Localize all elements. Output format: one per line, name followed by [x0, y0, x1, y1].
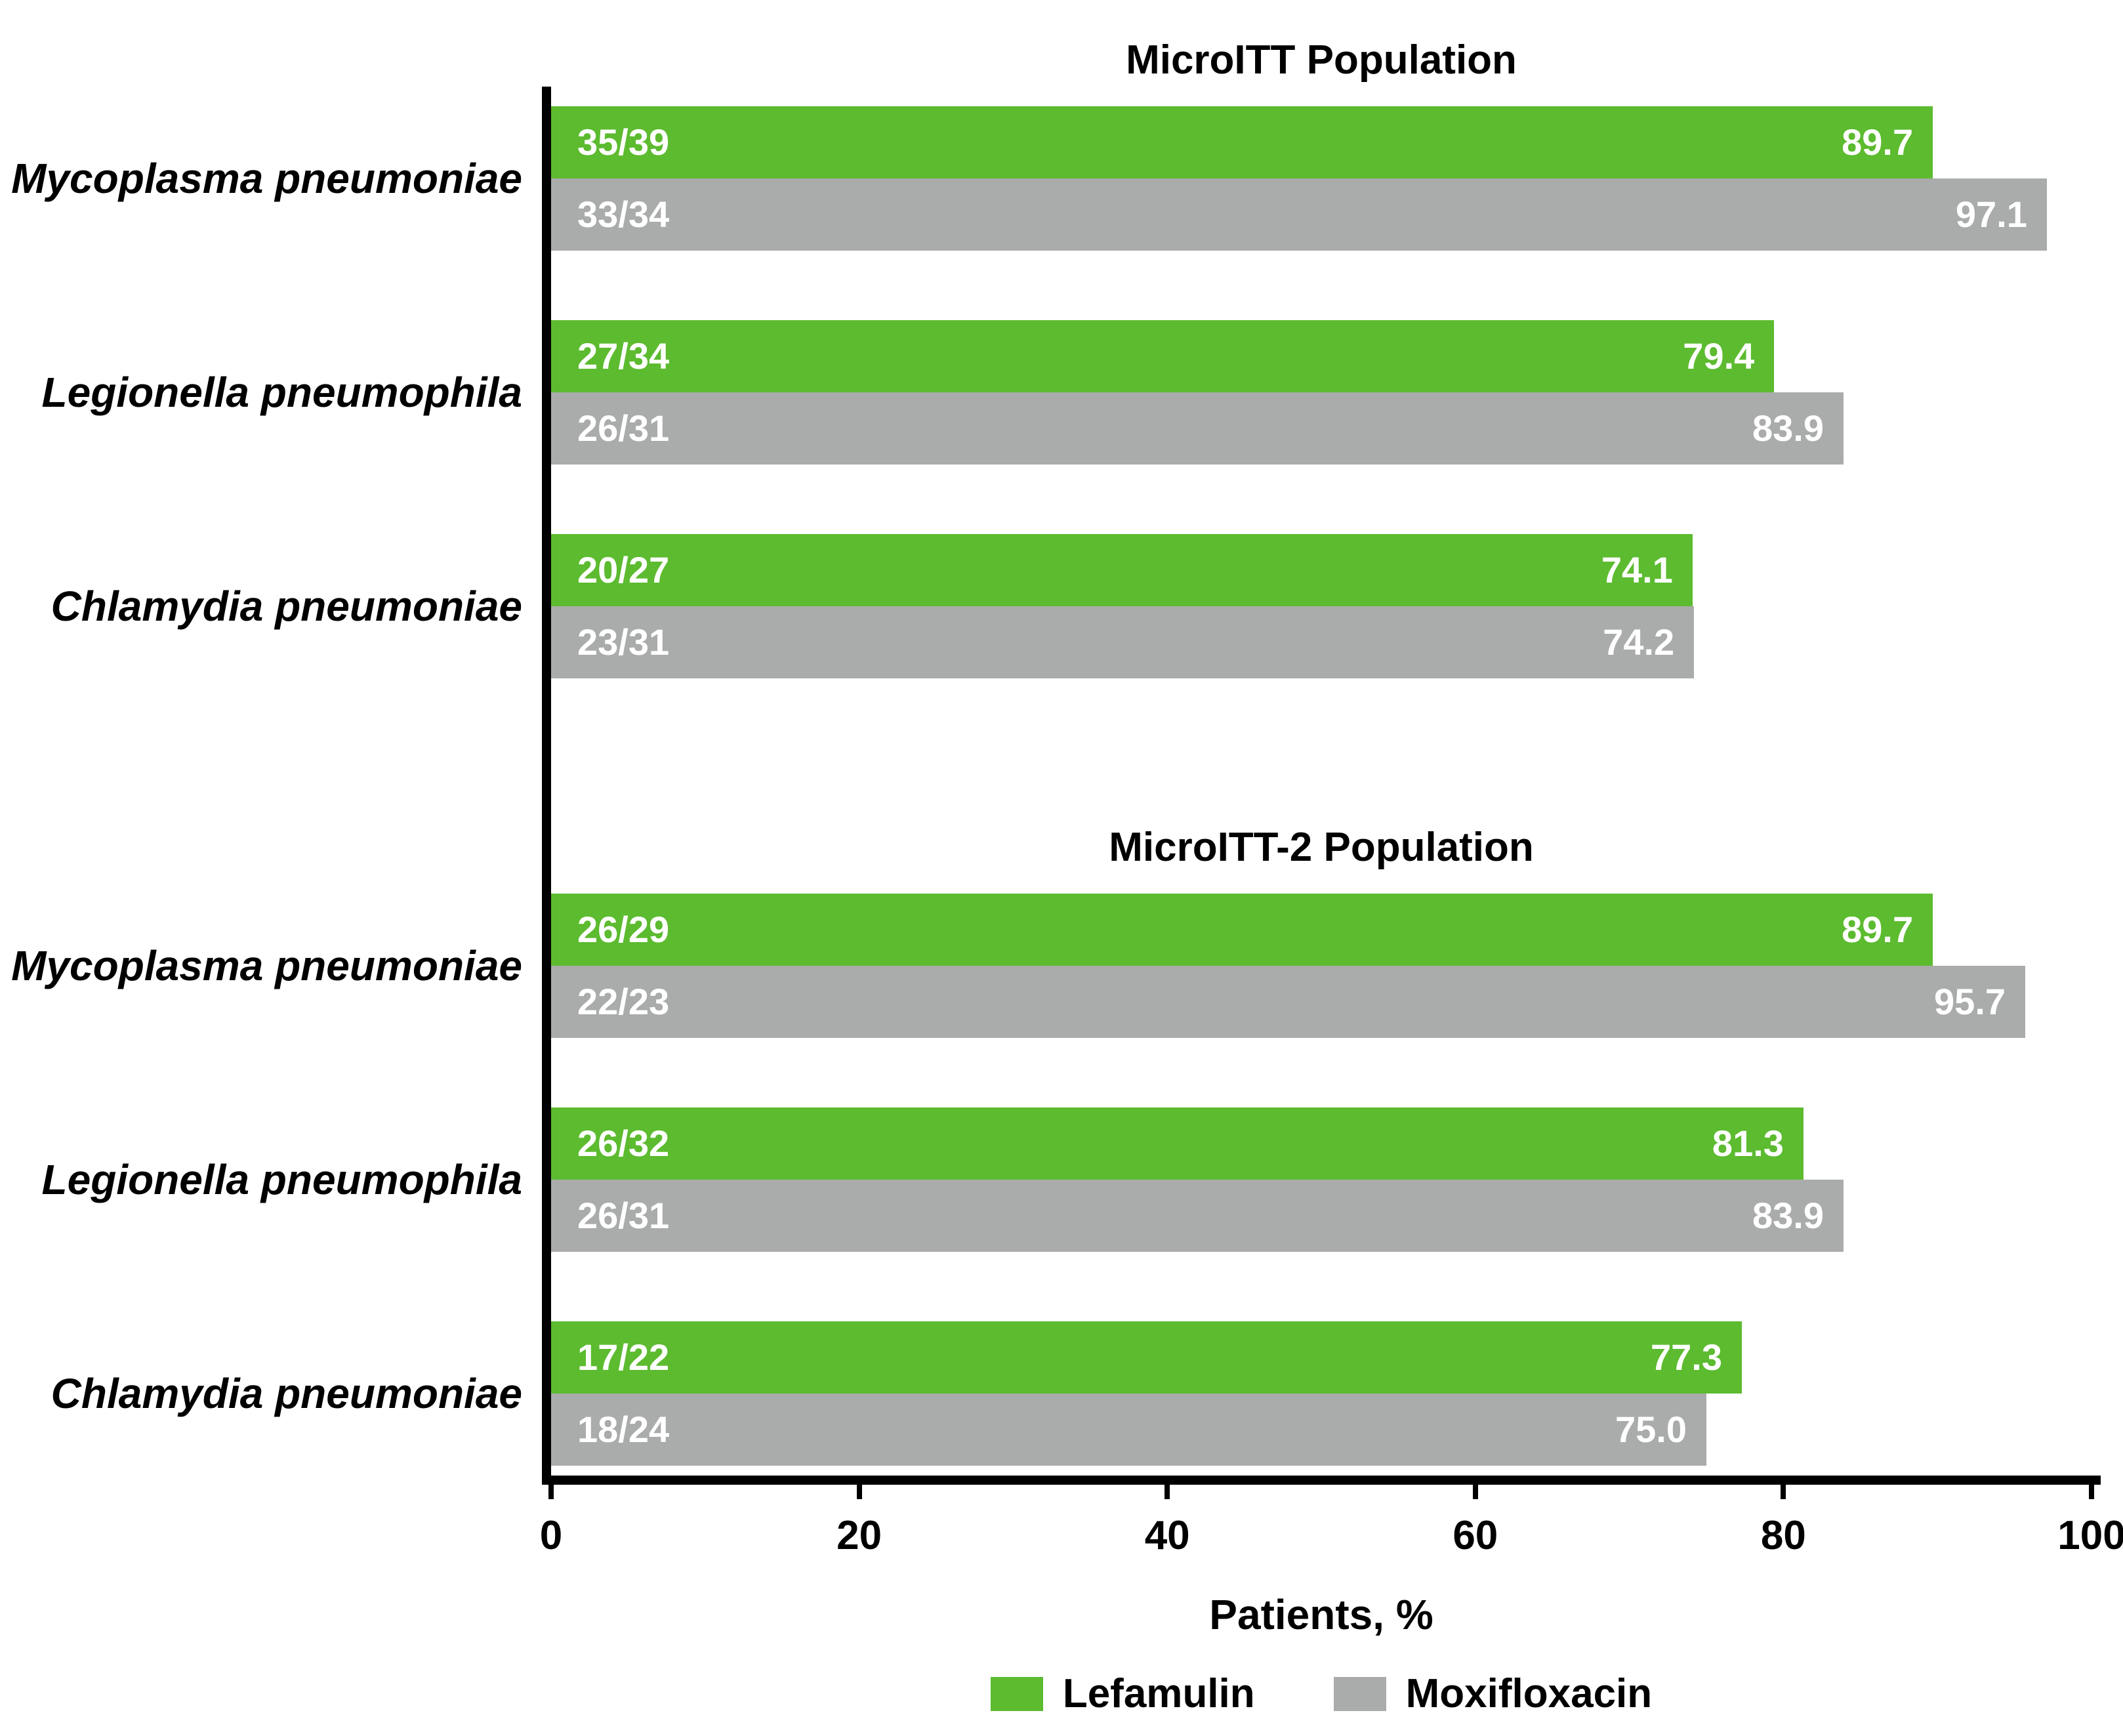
bar-moxifloxacin: 18/24 75.0	[551, 1394, 1706, 1466]
x-axis-tick	[1165, 1485, 1170, 1499]
bar-count-label: 26/31	[577, 1195, 670, 1236]
bar-pair: 35/39 89.7 33/34 97.1	[551, 106, 2092, 251]
legend-swatch-moxifloxacin	[1333, 1676, 1386, 1711]
bar-count-label: 27/34	[577, 335, 670, 377]
x-axis-tick-label: 100	[2057, 1513, 2123, 1558]
bar-pair: 17/22 77.3 18/24 75.0	[551, 1321, 2092, 1466]
bar-value-label: 83.9	[1752, 407, 1824, 449]
bar-lefamulin: 27/34 79.4	[551, 320, 1775, 392]
bar-value-label: 95.7	[1934, 981, 2006, 1022]
x-axis-tick	[548, 1485, 554, 1499]
bar-pair: 27/34 79.4 26/31 83.9	[551, 320, 2092, 465]
bar-count-label: 33/34	[577, 194, 670, 235]
category-label: Mycoplasma pneumoniae	[11, 155, 522, 202]
bar-lefamulin: 26/29 89.7	[551, 894, 1933, 966]
legend-item-moxifloxacin: Moxifloxacin	[1333, 1670, 1653, 1717]
x-axis-tick-label: 40	[1144, 1513, 1190, 1558]
bar-count-label: 35/39	[577, 121, 670, 163]
bar-value-label: 74.1	[1601, 549, 1673, 590]
bar-lefamulin: 20/27 74.1	[551, 534, 1693, 606]
x-axis-line	[542, 1476, 2101, 1485]
legend-item-lefamulin: Lefamulin	[990, 1670, 1255, 1717]
bar-count-label: 23/31	[577, 621, 670, 663]
legend-label-moxifloxacin: Moxifloxacin	[1405, 1671, 1653, 1716]
bar-moxifloxacin: 26/31 83.9	[551, 392, 1844, 465]
section-title-microitt-2: MicroITT-2 Population	[1109, 825, 1534, 870]
y-axis-line	[542, 87, 551, 1484]
legend-label-lefamulin: Lefamulin	[1062, 1671, 1255, 1716]
x-axis-tick	[2089, 1485, 2094, 1499]
bar-value-label: 75.0	[1615, 1409, 1687, 1450]
bar-pair: 20/27 74.1 23/31 74.2	[551, 534, 2092, 678]
x-axis-tick-label: 80	[1760, 1513, 1806, 1558]
bar-count-label: 17/22	[577, 1336, 670, 1378]
category-label: Legionella pneumophila	[41, 369, 523, 416]
x-axis-tick	[1472, 1485, 1478, 1499]
bar-value-label: 89.7	[1842, 909, 1914, 950]
bar-moxifloxacin: 26/31 83.9	[551, 1180, 1844, 1252]
bar-value-label: 97.1	[1955, 194, 2027, 235]
bar-moxifloxacin: 22/23 95.7	[551, 966, 2026, 1038]
bar-value-label: 74.2	[1603, 621, 1675, 663]
x-axis-tick-label: 0	[539, 1513, 563, 1558]
bar-count-label: 26/29	[577, 909, 670, 950]
bar-value-label: 81.3	[1712, 1123, 1784, 1164]
bar-value-label: 83.9	[1752, 1195, 1824, 1236]
bar-value-label: 77.3	[1651, 1336, 1722, 1378]
legend-swatch-lefamulin	[990, 1676, 1043, 1711]
x-axis-tick	[1781, 1485, 1786, 1499]
bar-moxifloxacin: 33/34 97.1	[551, 178, 2047, 251]
bar-pair: 26/32 81.3 26/31 83.9	[551, 1107, 2092, 1252]
bar-moxifloxacin: 23/31 74.2	[551, 606, 1695, 678]
x-axis-tick	[856, 1485, 862, 1499]
x-axis-tick-label: 20	[836, 1513, 882, 1558]
bar-count-label: 20/27	[577, 549, 670, 590]
bar-count-label: 22/23	[577, 981, 670, 1022]
category-label: Chlamydia pneumoniae	[51, 1370, 522, 1417]
bar-count-label: 18/24	[577, 1409, 670, 1450]
bar-count-label: 26/31	[577, 407, 670, 449]
x-axis-label: Patients, %	[1209, 1591, 1433, 1638]
category-label: Legionella pneumophila	[41, 1156, 523, 1203]
bar-lefamulin: 26/32 81.3	[551, 1107, 1804, 1180]
bar-value-label: 79.4	[1683, 335, 1755, 377]
category-label: Chlamydia pneumoniae	[51, 583, 522, 630]
bar-lefamulin: 17/22 77.3	[551, 1321, 1742, 1394]
bar-pair: 26/29 89.7 22/23 95.7	[551, 894, 2092, 1038]
section-title-microitt: MicroITT Population	[1126, 37, 1517, 83]
category-label: Mycoplasma pneumoniae	[11, 942, 522, 989]
bar-value-label: 89.7	[1842, 121, 1914, 163]
bar-lefamulin: 35/39 89.7	[551, 106, 1933, 178]
legend: Lefamulin Moxifloxacin	[551, 1670, 2092, 1717]
bar-count-label: 26/32	[577, 1123, 670, 1164]
x-axis-tick-label: 60	[1453, 1513, 1498, 1558]
